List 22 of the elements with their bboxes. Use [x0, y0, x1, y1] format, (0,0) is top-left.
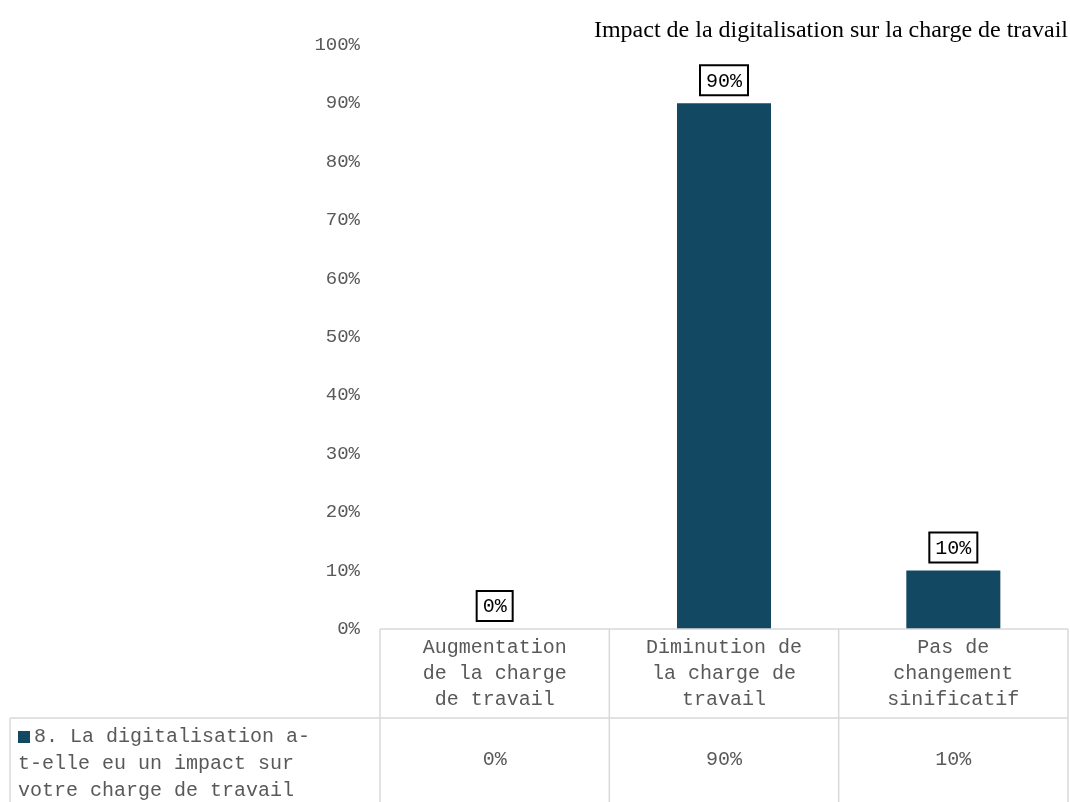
x-tick-label: Augmentation de la charge de travail	[422, 636, 567, 712]
text: 10%	[935, 536, 972, 560]
y-tick-label: 100%	[314, 33, 361, 56]
x-tick-label: Diminution de la charge de travail	[645, 636, 803, 712]
y-tick-label: 40%	[325, 384, 361, 407]
data-label: 10%	[935, 748, 973, 772]
y-tick-label: 50%	[325, 325, 361, 348]
y-tick-label: 70%	[325, 209, 361, 232]
y-tick-label: 10%	[325, 559, 361, 582]
legend-label: 8. La digitalisation a-t-elle eu un impact sur votre charge de travail	[18, 725, 311, 802]
text: 0%	[482, 595, 507, 619]
y-tick-label: 20%	[325, 501, 361, 524]
y-tick-label: 0%	[337, 618, 361, 641]
data-label: 0%	[482, 748, 508, 772]
x-tick-label: Pas de changement sinificatif	[887, 636, 1020, 712]
y-tick-label: 60%	[325, 267, 361, 290]
chart-title: Impact de la digitalisation sur la charge de travail	[593, 15, 1069, 42]
y-tick-label: 90%	[325, 92, 361, 115]
data-label: 90%	[705, 748, 743, 772]
y-tick-label: 30%	[325, 442, 361, 465]
text: 90%	[705, 69, 743, 93]
y-tick-label: 80%	[325, 150, 361, 173]
